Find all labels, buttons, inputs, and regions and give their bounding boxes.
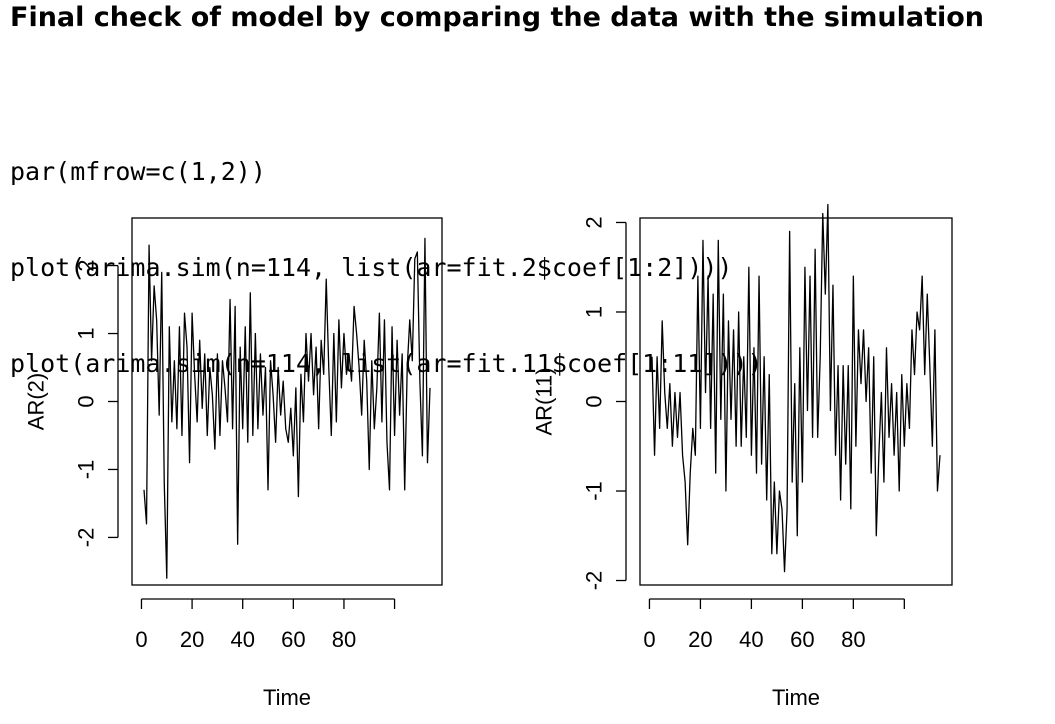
y-tick-label-ar2: -2: [74, 528, 99, 548]
y-tick-label-ar2: 1: [74, 327, 99, 339]
y-tick-label-ar2: -1: [74, 460, 99, 480]
y-tick-label-ar11: 0: [582, 395, 607, 407]
x-tick-label-ar2: 20: [180, 627, 204, 652]
plot-frame-ar11: [639, 217, 953, 586]
x-axis-label-ar2: Time: [263, 685, 311, 710]
code-line-plot-ar2: plot(arima.sim(n=114, list(ar=fit.2$coef…: [10, 253, 733, 282]
x-tick-label-ar2: 60: [281, 627, 305, 652]
y-tick-label-ar11: 1: [582, 306, 607, 318]
y-tick-label-ar11: -1: [582, 481, 607, 501]
series-line-ar11: [651, 203, 941, 573]
chart-ar11: 0 20 40 60 80 -2 -1 0 1 2 Time AR(11): [532, 203, 953, 710]
plot-frame-ar2: [131, 217, 443, 586]
x-tick-label-ar11: 60: [790, 627, 814, 652]
code-line-par: par(mfrow=c(1,2)): [10, 157, 266, 186]
series-line-ar2: [143, 237, 431, 579]
x-tick-label-ar2: 0: [135, 627, 147, 652]
slide-title: Final check of model by comparing the da…: [10, 2, 985, 33]
x-tick-label-ar11: 20: [688, 627, 712, 652]
x-axis-label-ar11: Time: [772, 685, 820, 710]
x-tick-label-ar2: 80: [332, 627, 356, 652]
x-tick-label-ar11: 40: [739, 627, 763, 652]
y-axis-label-ar2: AR(2): [24, 373, 49, 430]
code-line-plot-ar11: plot(arima.sim(n=114, list(ar=fit.11$coe…: [10, 349, 763, 378]
y-axis-label-ar11: AR(11): [532, 367, 557, 435]
y-tick-label-ar11: -2: [582, 571, 607, 591]
x-tick-label-ar11: 0: [643, 627, 655, 652]
r-code-block: par(mfrow=c(1,2)) plot(arima.sim(n=114, …: [10, 92, 763, 412]
y-tick-label-ar2: 0: [74, 395, 99, 407]
chart-ar2: 0 20 40 60 80 -2 -1 0 1 2 Time AR(2): [24, 217, 443, 710]
y-tick-label-ar2: 2: [74, 259, 99, 271]
x-tick-label-ar2: 40: [230, 627, 254, 652]
y-tick-label-ar11: 2: [582, 216, 607, 228]
x-tick-label-ar11: 80: [841, 627, 865, 652]
